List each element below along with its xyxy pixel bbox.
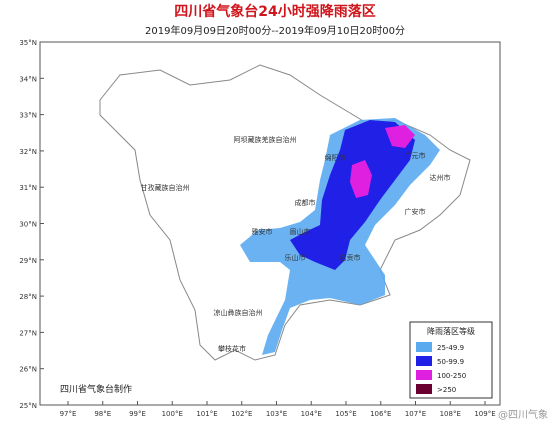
subtitle: 2019年09月09日20时00分--2019年09月10日20时00分 bbox=[145, 24, 405, 37]
legend-label: >250 bbox=[437, 386, 456, 394]
lat-label: 30°N bbox=[19, 221, 37, 229]
lat-label: 32°N bbox=[19, 148, 37, 156]
lat-label: 29°N bbox=[19, 257, 37, 265]
lon-label: 103°E bbox=[266, 410, 287, 418]
lon-label: 105°E bbox=[335, 410, 356, 418]
region-label: 阿坝藏族羌族自治州 bbox=[234, 135, 297, 144]
lon-label: 104°E bbox=[301, 410, 322, 418]
legend-swatch bbox=[416, 370, 432, 380]
lat-label: 35°N bbox=[19, 39, 37, 47]
legend-swatch bbox=[416, 384, 432, 394]
region-label: 攀枝花市 bbox=[218, 344, 246, 353]
graticule: 35°N 34°N 33°N 32°N 31°N 30°N 29°N 28°N 27°N 26°N… bbox=[19, 39, 495, 418]
rain-area-medium bbox=[290, 120, 415, 270]
rain-area-heavy bbox=[385, 125, 415, 148]
lon-label: 99°E bbox=[129, 410, 146, 418]
legend-label: 50-99.9 bbox=[437, 358, 464, 366]
lon-label: 102°E bbox=[231, 410, 252, 418]
title: 四川省气象台24小时强降雨落区 bbox=[174, 3, 375, 20]
region-label: 眉山市 bbox=[290, 227, 311, 236]
lat-label: 33°N bbox=[19, 112, 37, 120]
legend-swatch bbox=[416, 356, 432, 366]
region-label: 甘孜藏族自治州 bbox=[141, 183, 190, 192]
credit: 四川省气象台制作 bbox=[60, 383, 132, 395]
legend: 降雨落区等级 25-49.9 50-99.9 100-250 >250 bbox=[409, 321, 493, 399]
rain-area-heavy bbox=[350, 160, 372, 198]
lat-label: 27°N bbox=[19, 329, 37, 337]
region-label: 乐山市 bbox=[285, 253, 306, 262]
region-label: 广安市 bbox=[405, 207, 426, 216]
region-label: 雅安市 bbox=[252, 227, 273, 236]
lon-label: 109°E bbox=[474, 410, 495, 418]
legend-label: 25-49.9 bbox=[437, 344, 464, 352]
region-label: 自贡市 bbox=[340, 253, 361, 262]
region-label: 绵阳市 bbox=[325, 153, 346, 162]
lat-label: 25°N bbox=[19, 402, 37, 410]
legend-swatch bbox=[416, 342, 432, 352]
lon-label: 100°E bbox=[162, 410, 183, 418]
region-label: 广元市 bbox=[405, 151, 426, 160]
region-label: 成都市 bbox=[295, 198, 316, 207]
lat-label: 31°N bbox=[19, 184, 37, 192]
lon-label: 107°E bbox=[405, 410, 426, 418]
lat-label: 26°N bbox=[19, 366, 37, 374]
lon-label: 106°E bbox=[370, 410, 391, 418]
lon-label: 101°E bbox=[196, 410, 217, 418]
lon-label: 97°E bbox=[60, 410, 77, 418]
lat-label: 34°N bbox=[19, 75, 37, 83]
region-label: 达州市 bbox=[430, 173, 451, 182]
region-label: 凉山彝族自治州 bbox=[214, 308, 263, 317]
legend-title: 降雨落区等级 bbox=[427, 326, 475, 336]
lat-label: 28°N bbox=[19, 293, 37, 301]
watermark: @四川气象 bbox=[498, 408, 548, 421]
lon-label: 98°E bbox=[94, 410, 111, 418]
legend-label: 100-250 bbox=[437, 372, 466, 380]
lon-label: 108°E bbox=[440, 410, 461, 418]
